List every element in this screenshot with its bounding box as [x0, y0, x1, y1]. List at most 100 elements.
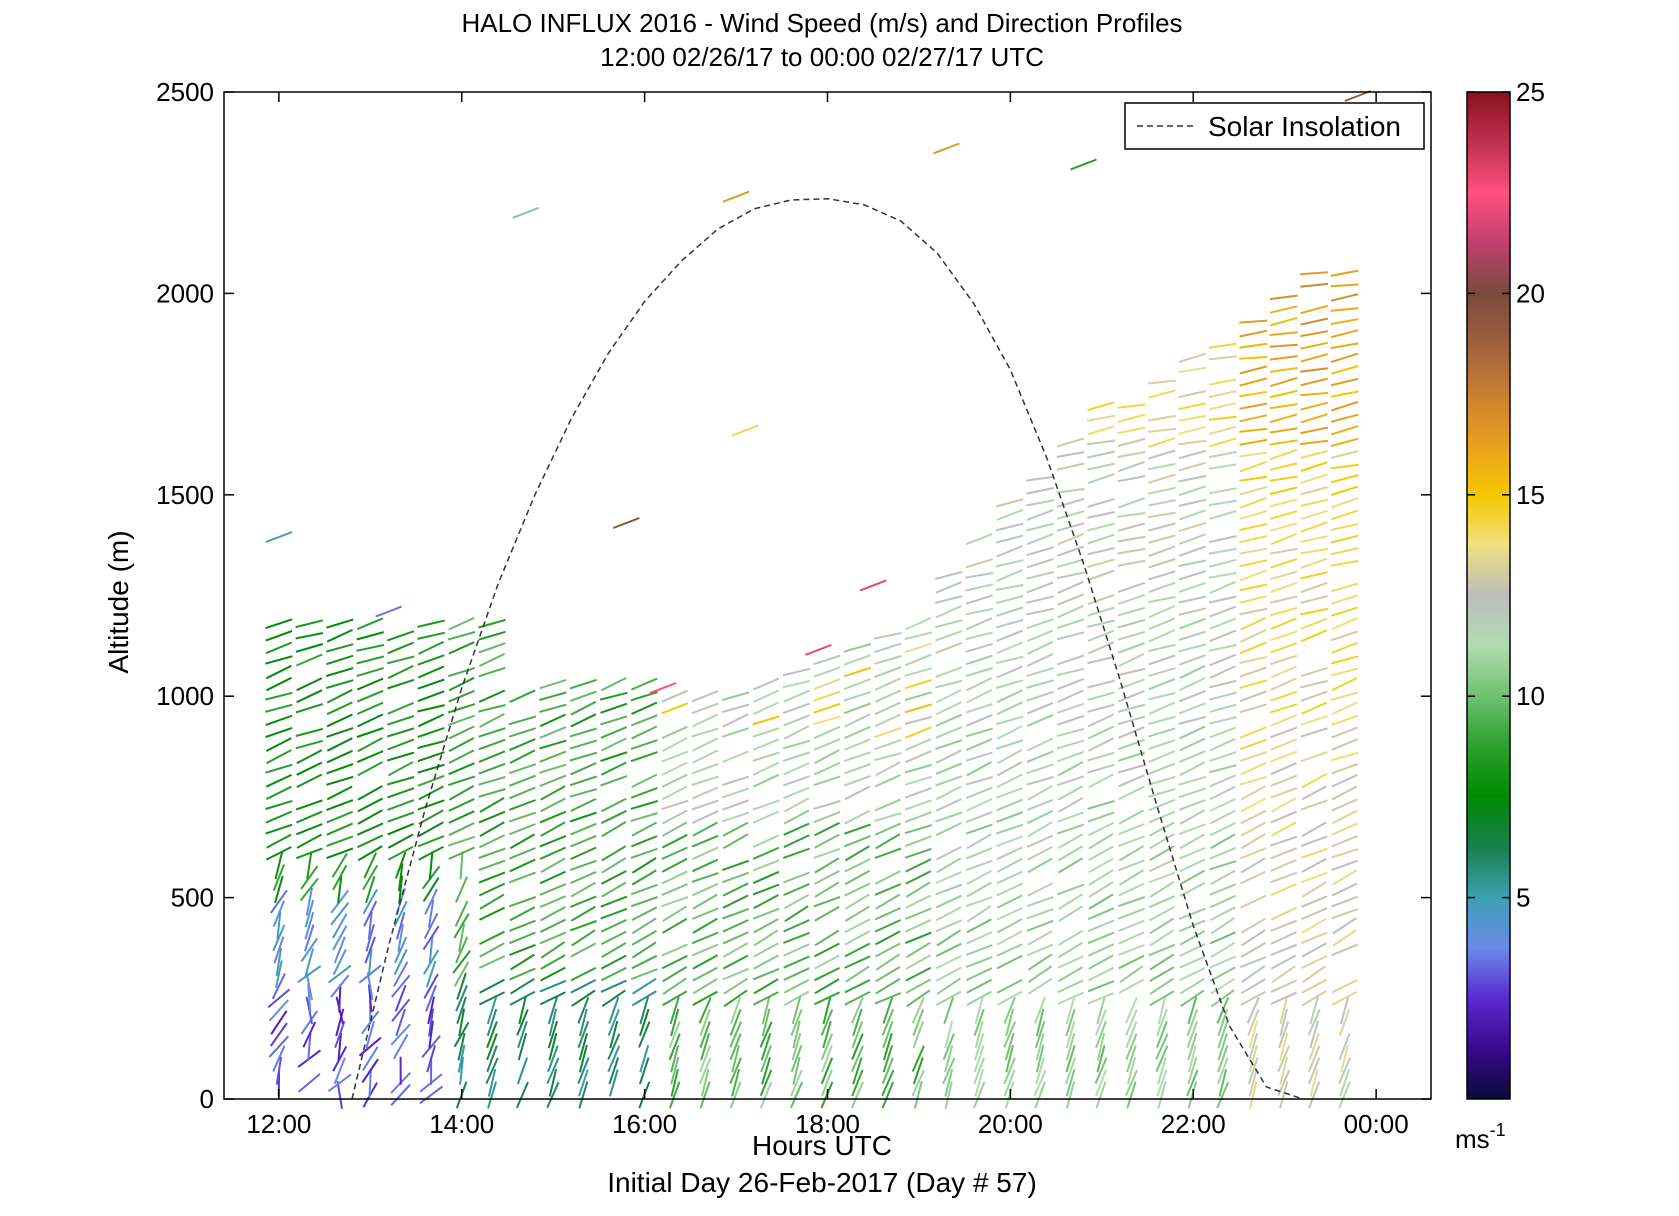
wind-barb: [361, 1058, 379, 1083]
wind-barb: [1339, 1069, 1351, 1097]
wind-barb: [356, 655, 385, 665]
wind-barb: [1209, 580, 1237, 594]
wind-barb: [1270, 713, 1297, 727]
wind-barb: [965, 572, 994, 579]
wind-barb: [729, 1081, 742, 1109]
wind-barb: [783, 822, 810, 836]
wind-barb: [1300, 714, 1328, 726]
wind-barb: [1087, 703, 1115, 713]
wind-barb: [512, 206, 540, 219]
wind-barb: [1270, 774, 1298, 787]
wind-barb: [1187, 1057, 1198, 1085]
wind-barb: [448, 725, 475, 740]
wind-barb: [1118, 809, 1145, 825]
wind-barb: [338, 984, 342, 1013]
wind-barb: [1270, 979, 1297, 993]
wind-barb: [1308, 1081, 1321, 1109]
wind-barb: [1149, 990, 1175, 1007]
wind-barb: [1087, 907, 1115, 921]
wind-barb: [600, 726, 628, 739]
wind-barb: [1178, 690, 1206, 703]
wind-barb: [1269, 486, 1298, 496]
wind-barb: [1180, 989, 1205, 1008]
wind-barb: [1118, 690, 1145, 703]
wind-barb: [1149, 833, 1175, 850]
wind-barb: [691, 882, 719, 897]
wind-barb: [1300, 679, 1329, 689]
wind-barb: [395, 1008, 406, 1037]
wind-barb: [729, 1057, 742, 1085]
wind-barb: [1240, 833, 1266, 850]
wind-barb: [813, 715, 841, 726]
wind-barb: [356, 631, 384, 641]
wind-barb: [1269, 606, 1298, 617]
wind-barb: [1117, 522, 1146, 532]
wind-barb: [1156, 1069, 1168, 1097]
wind-barb: [661, 809, 688, 825]
wind-barb: [546, 1057, 560, 1085]
wind-barb: [356, 677, 384, 691]
wind-barb: [752, 859, 780, 872]
wind-barb: [661, 799, 689, 811]
wind-barb: [540, 966, 566, 982]
wind-barb: [935, 883, 963, 896]
wind-barb: [1026, 629, 1054, 643]
wind-barb: [1178, 485, 1206, 497]
wind-barb: [510, 977, 535, 995]
wind-barb: [1125, 997, 1138, 1024]
wind-barb: [1330, 293, 1359, 302]
wind-barb: [1300, 595, 1328, 604]
wind-barb: [874, 726, 902, 739]
wind-barb: [1026, 607, 1055, 616]
wind-barb: [418, 785, 444, 801]
wind-barb: [600, 797, 627, 813]
wind-barb: [448, 641, 475, 655]
wind-barb: [752, 846, 780, 860]
wind-barb: [662, 990, 688, 1007]
wind-barb: [814, 978, 840, 995]
wind-barb: [844, 955, 871, 969]
wind-barb: [273, 936, 285, 964]
wind-barb: [570, 905, 596, 922]
wind-barb: [1178, 439, 1207, 446]
wind-barb: [844, 809, 871, 825]
wind-barb: [1246, 997, 1260, 1024]
wind-barb: [700, 1069, 710, 1097]
wind-barb: [761, 1057, 771, 1085]
wind-barb: [387, 630, 415, 642]
wind-barb: [570, 895, 597, 908]
wind-barb: [1178, 498, 1207, 507]
wind-barb: [1239, 522, 1268, 532]
wind-barb: [387, 715, 415, 726]
wind-barb: [1003, 1057, 1016, 1085]
wind-barb: [874, 689, 902, 703]
wind-barb: [753, 991, 779, 1006]
wind-barb: [691, 907, 719, 920]
wind-barb: [304, 899, 315, 928]
wind-barb: [332, 925, 348, 951]
wind-barb: [326, 654, 354, 666]
wind-barb: [761, 1008, 771, 1037]
wind-barb: [814, 905, 840, 922]
wind-barb: [600, 954, 627, 970]
wind-barb: [904, 799, 932, 811]
wind-barb: [698, 997, 712, 1024]
x-tick-label: 16:00: [612, 1109, 677, 1139]
wind-barb: [1209, 617, 1237, 630]
wind-barb: [1330, 390, 1359, 398]
wind-barb: [1239, 377, 1268, 387]
wind-barb: [722, 931, 749, 945]
wind-barb: [305, 972, 313, 1001]
wind-barb: [965, 931, 993, 945]
wind-barb: [1118, 869, 1144, 886]
wind-barb: [913, 1081, 923, 1109]
wind-barb: [844, 858, 871, 873]
wind-barb: [453, 1021, 470, 1048]
wind-barb: [577, 1057, 590, 1085]
wind-barb: [265, 714, 293, 726]
wind-barb: [1148, 473, 1176, 484]
wind-barb: [600, 775, 628, 787]
wind-barb: [600, 870, 627, 885]
wind-barb: [911, 1069, 925, 1097]
wind-barb: [813, 725, 841, 740]
